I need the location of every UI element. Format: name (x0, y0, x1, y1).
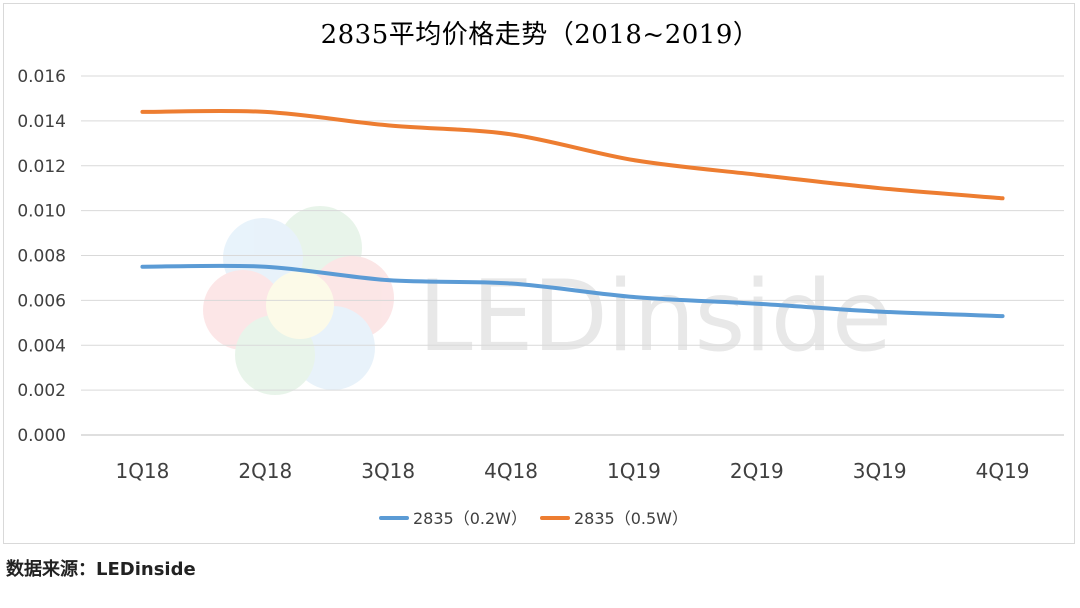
gridlines (81, 75, 1064, 436)
y-tick-label: 0.004 (17, 336, 66, 356)
chart-title: 2835平均价格走势（2018~2019） (320, 20, 760, 50)
source-note: 数据来源：LEDinside (6, 559, 196, 580)
y-tick-label: 0.012 (17, 157, 66, 177)
x-tick-label: 4Q19 (976, 459, 1030, 483)
legend-label: 2835（0.2W） (413, 509, 527, 528)
y-tick-label: 0.008 (17, 247, 66, 267)
x-axis-ticks: 1Q18 2Q18 3Q18 4Q18 1Q19 2Q19 3Q19 4Q19 (115, 459, 1029, 483)
watermark-logo: LEDinside (203, 206, 892, 395)
series-lines (140, 108, 1005, 319)
y-tick-label: 0.006 (17, 291, 66, 311)
y-axis-ticks: 0.000 0.002 0.004 0.006 0.008 0.010 0.012 0.014… (17, 67, 66, 446)
x-tick-label: 2Q19 (730, 459, 784, 483)
y-tick-label: 0.000 (17, 426, 66, 446)
series-line-1 (140, 108, 1005, 201)
x-tick-label: 3Q18 (361, 459, 415, 483)
line-chart: LEDinside 0.000 0.002 0.004 0.006 0.008 0.010… (17, 67, 1064, 528)
x-tick-label: 4Q18 (484, 459, 538, 483)
chart-frame (3, 3, 1075, 544)
watermark-text: LEDinside (418, 260, 891, 374)
series-line-0 (140, 263, 1005, 319)
x-tick-label: 2Q18 (238, 459, 292, 483)
x-tick-label: 1Q18 (115, 459, 169, 483)
legend-label: 2835（0.5W） (574, 509, 688, 528)
y-tick-label: 0.014 (17, 112, 66, 132)
y-tick-label: 0.016 (17, 67, 66, 87)
x-tick-label: 3Q19 (853, 459, 907, 483)
flower-icon (203, 206, 394, 395)
legend: 2835（0.2W） 2835（0.5W） (379, 509, 688, 528)
x-tick-label: 1Q19 (607, 459, 661, 483)
y-tick-label: 0.002 (17, 381, 66, 401)
y-tick-label: 0.010 (17, 202, 66, 222)
